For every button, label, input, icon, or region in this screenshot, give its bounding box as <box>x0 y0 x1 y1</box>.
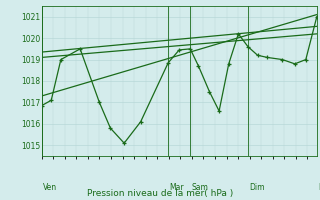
Text: Dim: Dim <box>249 183 265 192</box>
Text: Pression niveau de la mer( hPa ): Pression niveau de la mer( hPa ) <box>87 189 233 198</box>
Text: Lun: Lun <box>318 183 320 192</box>
Text: Ven: Ven <box>43 183 57 192</box>
Text: Mar: Mar <box>170 183 184 192</box>
Text: Sam: Sam <box>192 183 208 192</box>
